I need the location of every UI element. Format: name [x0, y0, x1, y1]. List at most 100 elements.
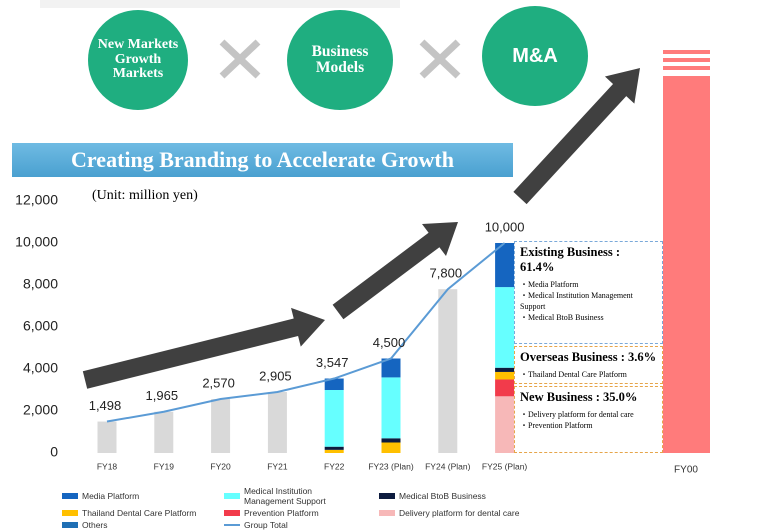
legend-entry: Group Total — [224, 520, 379, 530]
y-tick-label: 8,000 — [23, 276, 58, 292]
legend-entry: Medical Institution Management Support — [224, 486, 379, 506]
theme-circle: New Markets Growth Markets — [88, 10, 188, 110]
legend-swatch — [224, 493, 240, 499]
theme-circle: Business Models — [287, 10, 393, 110]
legend-label: Delivery platform for dental care — [399, 508, 520, 518]
y-tick-label: 12,000 — [15, 192, 58, 208]
bar-segment — [495, 379, 515, 397]
bar-segment — [495, 243, 515, 288]
bar-segment — [324, 378, 344, 390]
legend-swatch — [224, 524, 240, 526]
y-tick-label: 10,000 — [15, 234, 58, 250]
bar-segment — [381, 377, 401, 439]
bar-segment — [381, 358, 401, 378]
legend-swatch — [379, 493, 395, 499]
arrow — [332, 222, 458, 320]
circle-text: New Markets Growth Markets — [97, 36, 179, 82]
arrow — [82, 307, 326, 389]
data-label: 1,965 — [146, 388, 179, 403]
times-signs — [219, 39, 461, 79]
x-tick-label: FY22 — [324, 461, 345, 471]
bar-segment — [495, 367, 515, 372]
growth-arrows — [82, 68, 640, 389]
legend-entry: Medical BtoB Business — [379, 486, 539, 506]
data-label: 1,498 — [89, 398, 122, 413]
circle-text: M&A — [512, 44, 558, 67]
projection-stripe — [663, 66, 710, 70]
circle-text: Business Models — [311, 42, 369, 76]
x-tick-label: FY23 (Plan) — [368, 461, 414, 471]
unit-label: (Unit: million yen) — [92, 188, 198, 203]
legend-entry: Others — [62, 520, 224, 530]
projection-bar — [663, 76, 710, 453]
y-tick-label: 0 — [50, 444, 58, 460]
theme-circle: M&A — [482, 6, 588, 106]
data-label: 2,905 — [259, 368, 292, 383]
x-tick-label: FY20 — [210, 461, 231, 471]
data-label: 4,500 — [373, 335, 406, 350]
y-tick-label: 6,000 — [23, 318, 58, 334]
y-tick-label: 4,000 — [23, 360, 58, 376]
top-strip — [40, 0, 400, 8]
projection-stripe — [663, 58, 710, 62]
bar-segment — [381, 442, 401, 453]
x-tick-label: FY21 — [267, 461, 288, 471]
bar-segment — [324, 446, 344, 450]
y-tick-label: 2,000 — [23, 402, 58, 418]
box-item: ・Delivery platform for dental care — [520, 410, 634, 419]
box-title: Overseas Business : 3.6% — [520, 350, 657, 364]
breakdown-box: New Business : 35.0% ・Delivery platform f… — [514, 386, 663, 453]
legend-label: Others — [82, 520, 108, 530]
data-label: 10,000 — [485, 219, 525, 234]
bar-segment — [324, 449, 344, 453]
legend-label: Prevention Platform — [244, 508, 319, 518]
x-tick-label: FY24 (Plan) — [425, 461, 471, 471]
legend-label: Thailand Dental Care Platform — [82, 508, 197, 518]
box-title: New Business : 35.0% — [520, 390, 638, 404]
total-line — [106, 242, 506, 423]
box-item: ・Medical BtoB Business — [520, 313, 604, 322]
legend-label: Group Total — [244, 520, 288, 530]
legend-swatch — [62, 493, 78, 499]
bar-segment — [381, 438, 401, 443]
bar-segment — [495, 371, 515, 380]
breakdown-box: Existing Business : 61.4% ・Media Platform… — [514, 241, 663, 344]
legend-swatch — [379, 510, 395, 516]
legend-entry: Media Platform — [62, 486, 224, 506]
legend-label: Medical BtoB Business — [399, 491, 486, 501]
total-bar — [438, 289, 458, 453]
banner: Creating Branding to Accelerate Growth — [12, 143, 513, 177]
legend-entry: Prevention Platform — [224, 508, 379, 518]
data-label: 3,547 — [316, 355, 349, 370]
legend-entry: Delivery platform for dental care — [379, 508, 539, 518]
bar-segment — [324, 390, 344, 447]
data-label: 2,570 — [202, 375, 235, 390]
legend-swatch — [62, 522, 78, 528]
legend-swatch — [62, 510, 78, 516]
banner-text: Creating Branding to Accelerate Growth — [71, 147, 454, 172]
legend-label: Medical Institution Management Support — [244, 486, 326, 506]
total-bar — [97, 421, 117, 453]
bar-segment — [495, 396, 515, 453]
arrow — [513, 68, 640, 205]
box-item: ・Prevention Platform — [520, 421, 593, 430]
breakdown-box: Overseas Business : 3.6% ・Thailand Dental… — [514, 346, 663, 384]
box-item: ・Medical Institution Management Support — [520, 291, 633, 311]
x-tick-label: FY19 — [154, 461, 175, 471]
legend-entry: Thailand Dental Care Platform — [62, 508, 224, 518]
total-bar — [211, 399, 231, 453]
box-item: ・Thailand Dental Care Platform — [520, 370, 627, 379]
box-item: ・Media Platform — [520, 280, 579, 289]
box-title: Existing Business : 61.4% — [520, 245, 621, 274]
projection-stripe — [663, 50, 710, 54]
x-tick-label: FY00 — [674, 465, 698, 476]
legend-swatch — [224, 510, 240, 516]
legend: Media Platform Medical Institution Manage… — [62, 486, 539, 530]
total-bar — [267, 391, 287, 453]
legend-label: Media Platform — [82, 491, 140, 501]
total-bar — [154, 411, 174, 453]
data-label: 7,800 — [430, 266, 463, 281]
bar-segment — [495, 287, 515, 368]
